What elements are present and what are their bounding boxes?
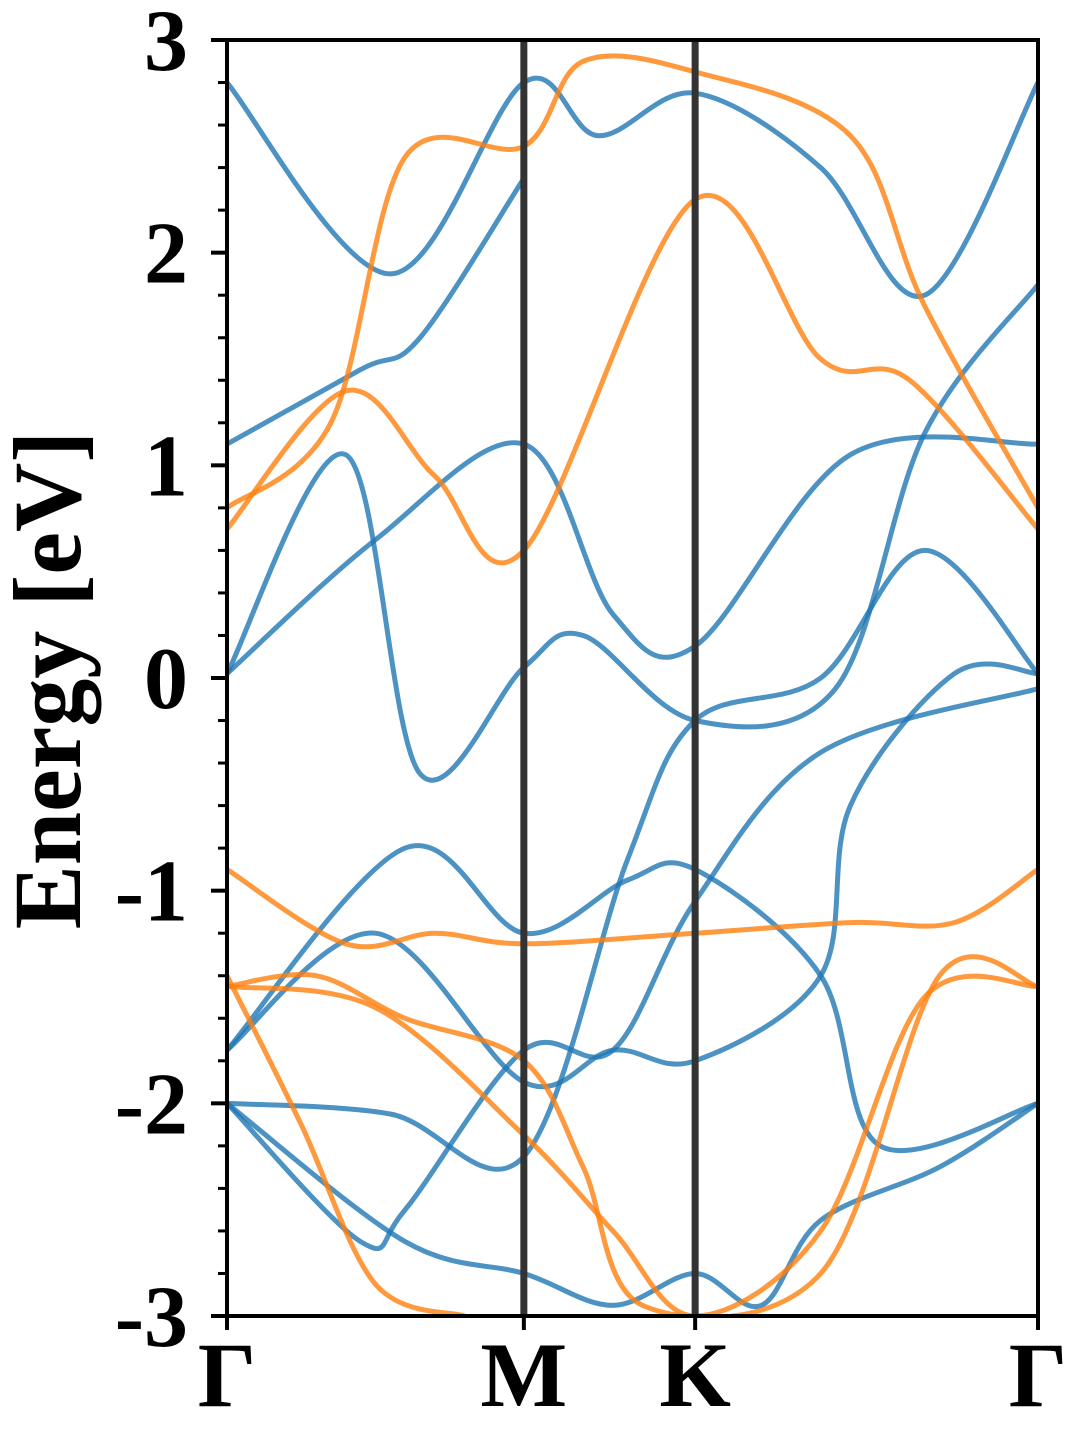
y-tick-label: 2	[144, 206, 188, 303]
y-tick-label: 0	[144, 631, 188, 728]
x-tick-label-4: Γ	[1009, 1324, 1068, 1426]
y-tick-label: 3	[144, 0, 188, 90]
x-tick-label-3: K	[659, 1324, 731, 1426]
band-line-blue-3	[227, 282, 1038, 783]
band-line-orange-10	[227, 193, 1038, 566]
band-line-orange-14	[227, 973, 1038, 1316]
band-lines	[227, 53, 1038, 1316]
band-line-blue-1	[227, 434, 1038, 677]
x-tick-label-2: M	[480, 1324, 567, 1426]
x-tick-label-1: Γ	[198, 1324, 257, 1426]
band-line-orange-12	[227, 866, 1038, 950]
y-tick-label: -1	[115, 844, 188, 941]
y-tick-label: -2	[115, 1056, 188, 1153]
y-axis-ticks: -3 -2 -1 0 1 2 3	[115, 0, 227, 1366]
y-tick-label: -3	[115, 1269, 188, 1366]
band-line-blue-9	[227, 75, 1038, 299]
band-line-blue-2	[227, 175, 527, 447]
band-line-orange-11	[227, 53, 1038, 511]
band-line-blue-4	[227, 843, 1038, 1154]
band-line-blue-6	[227, 547, 1038, 1172]
y-axis-label: Energy [eV]	[0, 431, 101, 930]
band-line-orange-15	[227, 973, 467, 1316]
band-line-blue-7	[227, 686, 1038, 1252]
band-line-orange-13	[227, 954, 1038, 1316]
band-line-blue-8	[227, 1100, 1038, 1310]
y-tick-label: 1	[144, 418, 188, 515]
high-symmetry-lines	[520, 40, 699, 1316]
